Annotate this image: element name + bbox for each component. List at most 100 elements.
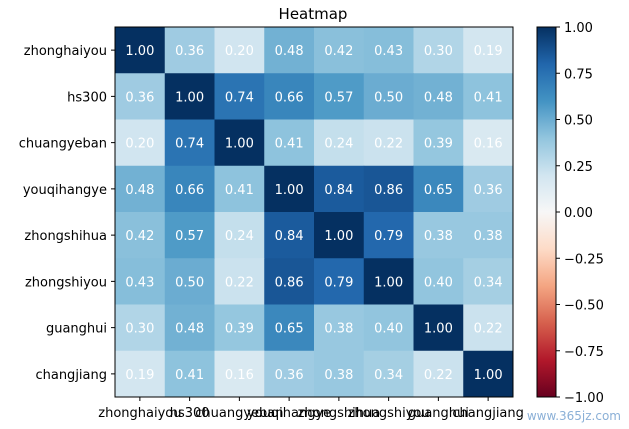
cell-value-label: 0.16 bbox=[225, 368, 254, 383]
cell-value-label: 0.79 bbox=[374, 229, 403, 244]
heatmap-cell bbox=[413, 212, 464, 259]
heatmap-cell bbox=[314, 27, 365, 74]
heatmap-cell bbox=[214, 304, 265, 352]
cell-value-label: 0.43 bbox=[374, 44, 403, 59]
cell-value-label: 0.36 bbox=[275, 368, 304, 383]
heatmap-cell bbox=[463, 119, 514, 167]
heatmap-cell bbox=[463, 165, 514, 213]
heatmap-cell bbox=[413, 119, 464, 167]
cell-value-label: 0.24 bbox=[225, 229, 254, 244]
colorbar-tick-label: −0.75 bbox=[564, 345, 604, 360]
heatmap-cell bbox=[115, 165, 166, 213]
colorbar-tick-label: 0.00 bbox=[564, 206, 593, 221]
y-tick-label: youqihangye bbox=[23, 183, 107, 198]
heatmap-cell bbox=[463, 258, 514, 305]
cell-value-label: 0.36 bbox=[474, 183, 503, 198]
cell-value-label: 0.84 bbox=[324, 183, 353, 198]
cell-value-label: 0.41 bbox=[175, 368, 204, 383]
cell-value-label: 0.38 bbox=[424, 229, 453, 244]
colorbar-gradient bbox=[536, 26, 557, 398]
heatmap-cell bbox=[463, 304, 514, 352]
heatmap-cell bbox=[264, 212, 315, 259]
heatmap-cell bbox=[413, 165, 464, 213]
cell-value-label: 0.41 bbox=[474, 90, 503, 105]
heatmap-cell bbox=[463, 73, 514, 120]
cell-value-label: 1.00 bbox=[324, 229, 353, 244]
cell-value-label: 0.22 bbox=[225, 275, 254, 290]
heatmap-cell bbox=[214, 212, 265, 259]
y-tick-label: guanghui bbox=[46, 322, 107, 337]
heatmap-cell bbox=[115, 304, 166, 352]
colorbar-tick-label: 0.75 bbox=[564, 67, 593, 82]
heatmap-cell bbox=[115, 73, 166, 120]
y-tick-label: zhonghaiyou bbox=[24, 44, 107, 59]
cell-value-label: 0.66 bbox=[175, 183, 204, 198]
cell-value-label: 0.34 bbox=[474, 275, 503, 290]
heatmap-cell bbox=[363, 304, 414, 352]
cell-value-label: 0.48 bbox=[175, 322, 204, 337]
heatmap-cell bbox=[264, 73, 315, 120]
heatmap-cell bbox=[314, 304, 365, 352]
cell-value-label: 0.19 bbox=[125, 368, 154, 383]
cell-value-label: 1.00 bbox=[125, 44, 154, 59]
x-tick-label: zhonghaiyou bbox=[98, 406, 181, 421]
heatmap-cell bbox=[115, 350, 166, 398]
plot-frame bbox=[114, 26, 514, 398]
heatmap-cell bbox=[264, 304, 315, 352]
heatmap-cell bbox=[115, 27, 166, 74]
watermark-text: www.365jz.com bbox=[526, 409, 621, 423]
cell-value-label: 0.38 bbox=[324, 368, 353, 383]
cell-value-label: 0.36 bbox=[125, 90, 154, 105]
heatmap-cell bbox=[214, 119, 265, 167]
cell-value-label: 0.22 bbox=[474, 322, 503, 337]
cell-value-label: 0.65 bbox=[424, 183, 453, 198]
cell-value-label: 1.00 bbox=[474, 368, 503, 383]
cell-value-label: 0.66 bbox=[275, 90, 304, 105]
heatmap-cell bbox=[214, 165, 265, 213]
heatmap-cell bbox=[463, 27, 514, 74]
cell-value-label: 0.16 bbox=[474, 137, 503, 152]
heatmap-cell bbox=[264, 119, 315, 167]
cell-value-label: 0.57 bbox=[324, 90, 353, 105]
x-tick-label: chuangyeban bbox=[195, 406, 283, 421]
colorbar-tick-label: −0.50 bbox=[564, 299, 604, 314]
heatmap-cell bbox=[164, 119, 215, 167]
heatmap-cell bbox=[214, 350, 265, 398]
cell-value-label: 0.79 bbox=[324, 275, 353, 290]
cell-value-label: 0.43 bbox=[125, 275, 154, 290]
colorbar: 1.00 0.75 0.50 0.25 0.00 −0.25 −0.50 −0.75 −1.00 bbox=[536, 21, 604, 406]
heatmap-cell bbox=[363, 258, 414, 305]
heatmap-cell bbox=[164, 258, 215, 305]
heatmap-cell bbox=[413, 304, 464, 352]
cell-value-label: 1.00 bbox=[275, 183, 304, 198]
x-tick-label: guanghui bbox=[408, 406, 469, 421]
x-tick-label: zhongshiyou bbox=[348, 406, 430, 421]
cell-value-label: 1.00 bbox=[374, 275, 403, 290]
cell-value-label: 0.50 bbox=[175, 275, 204, 290]
heatmap-cell bbox=[264, 27, 315, 74]
heatmap-cell bbox=[363, 119, 414, 167]
y-tick-label: hs300 bbox=[67, 90, 107, 105]
heatmap-cell bbox=[264, 165, 315, 213]
cell-value-label: 0.42 bbox=[324, 44, 353, 59]
heatmap-cell bbox=[363, 73, 414, 120]
heatmap-cell bbox=[164, 27, 215, 74]
heatmap-cell bbox=[314, 212, 365, 259]
cell-value-label: 0.38 bbox=[324, 322, 353, 337]
cell-value-label: 0.48 bbox=[275, 44, 304, 59]
cell-value-label: 0.30 bbox=[125, 322, 154, 337]
y-tick-label: zhongshihua bbox=[24, 229, 107, 244]
cell-value-label: 0.40 bbox=[424, 275, 453, 290]
heatmap-cell bbox=[115, 119, 166, 167]
colorbar-tick-label: 1.00 bbox=[564, 21, 593, 36]
y-tick-label: zhongshiyou bbox=[25, 275, 107, 290]
cell-value-label: 1.00 bbox=[225, 137, 254, 152]
cell-value-label: 0.36 bbox=[175, 44, 204, 59]
colorbar-tick-label: 0.50 bbox=[564, 114, 593, 129]
heatmap-cell bbox=[413, 258, 464, 305]
cell-value-label: 0.39 bbox=[424, 137, 453, 152]
cell-value-label: 0.74 bbox=[225, 90, 254, 105]
heatmap-cell bbox=[115, 212, 166, 259]
heatmap-cell bbox=[413, 27, 464, 74]
